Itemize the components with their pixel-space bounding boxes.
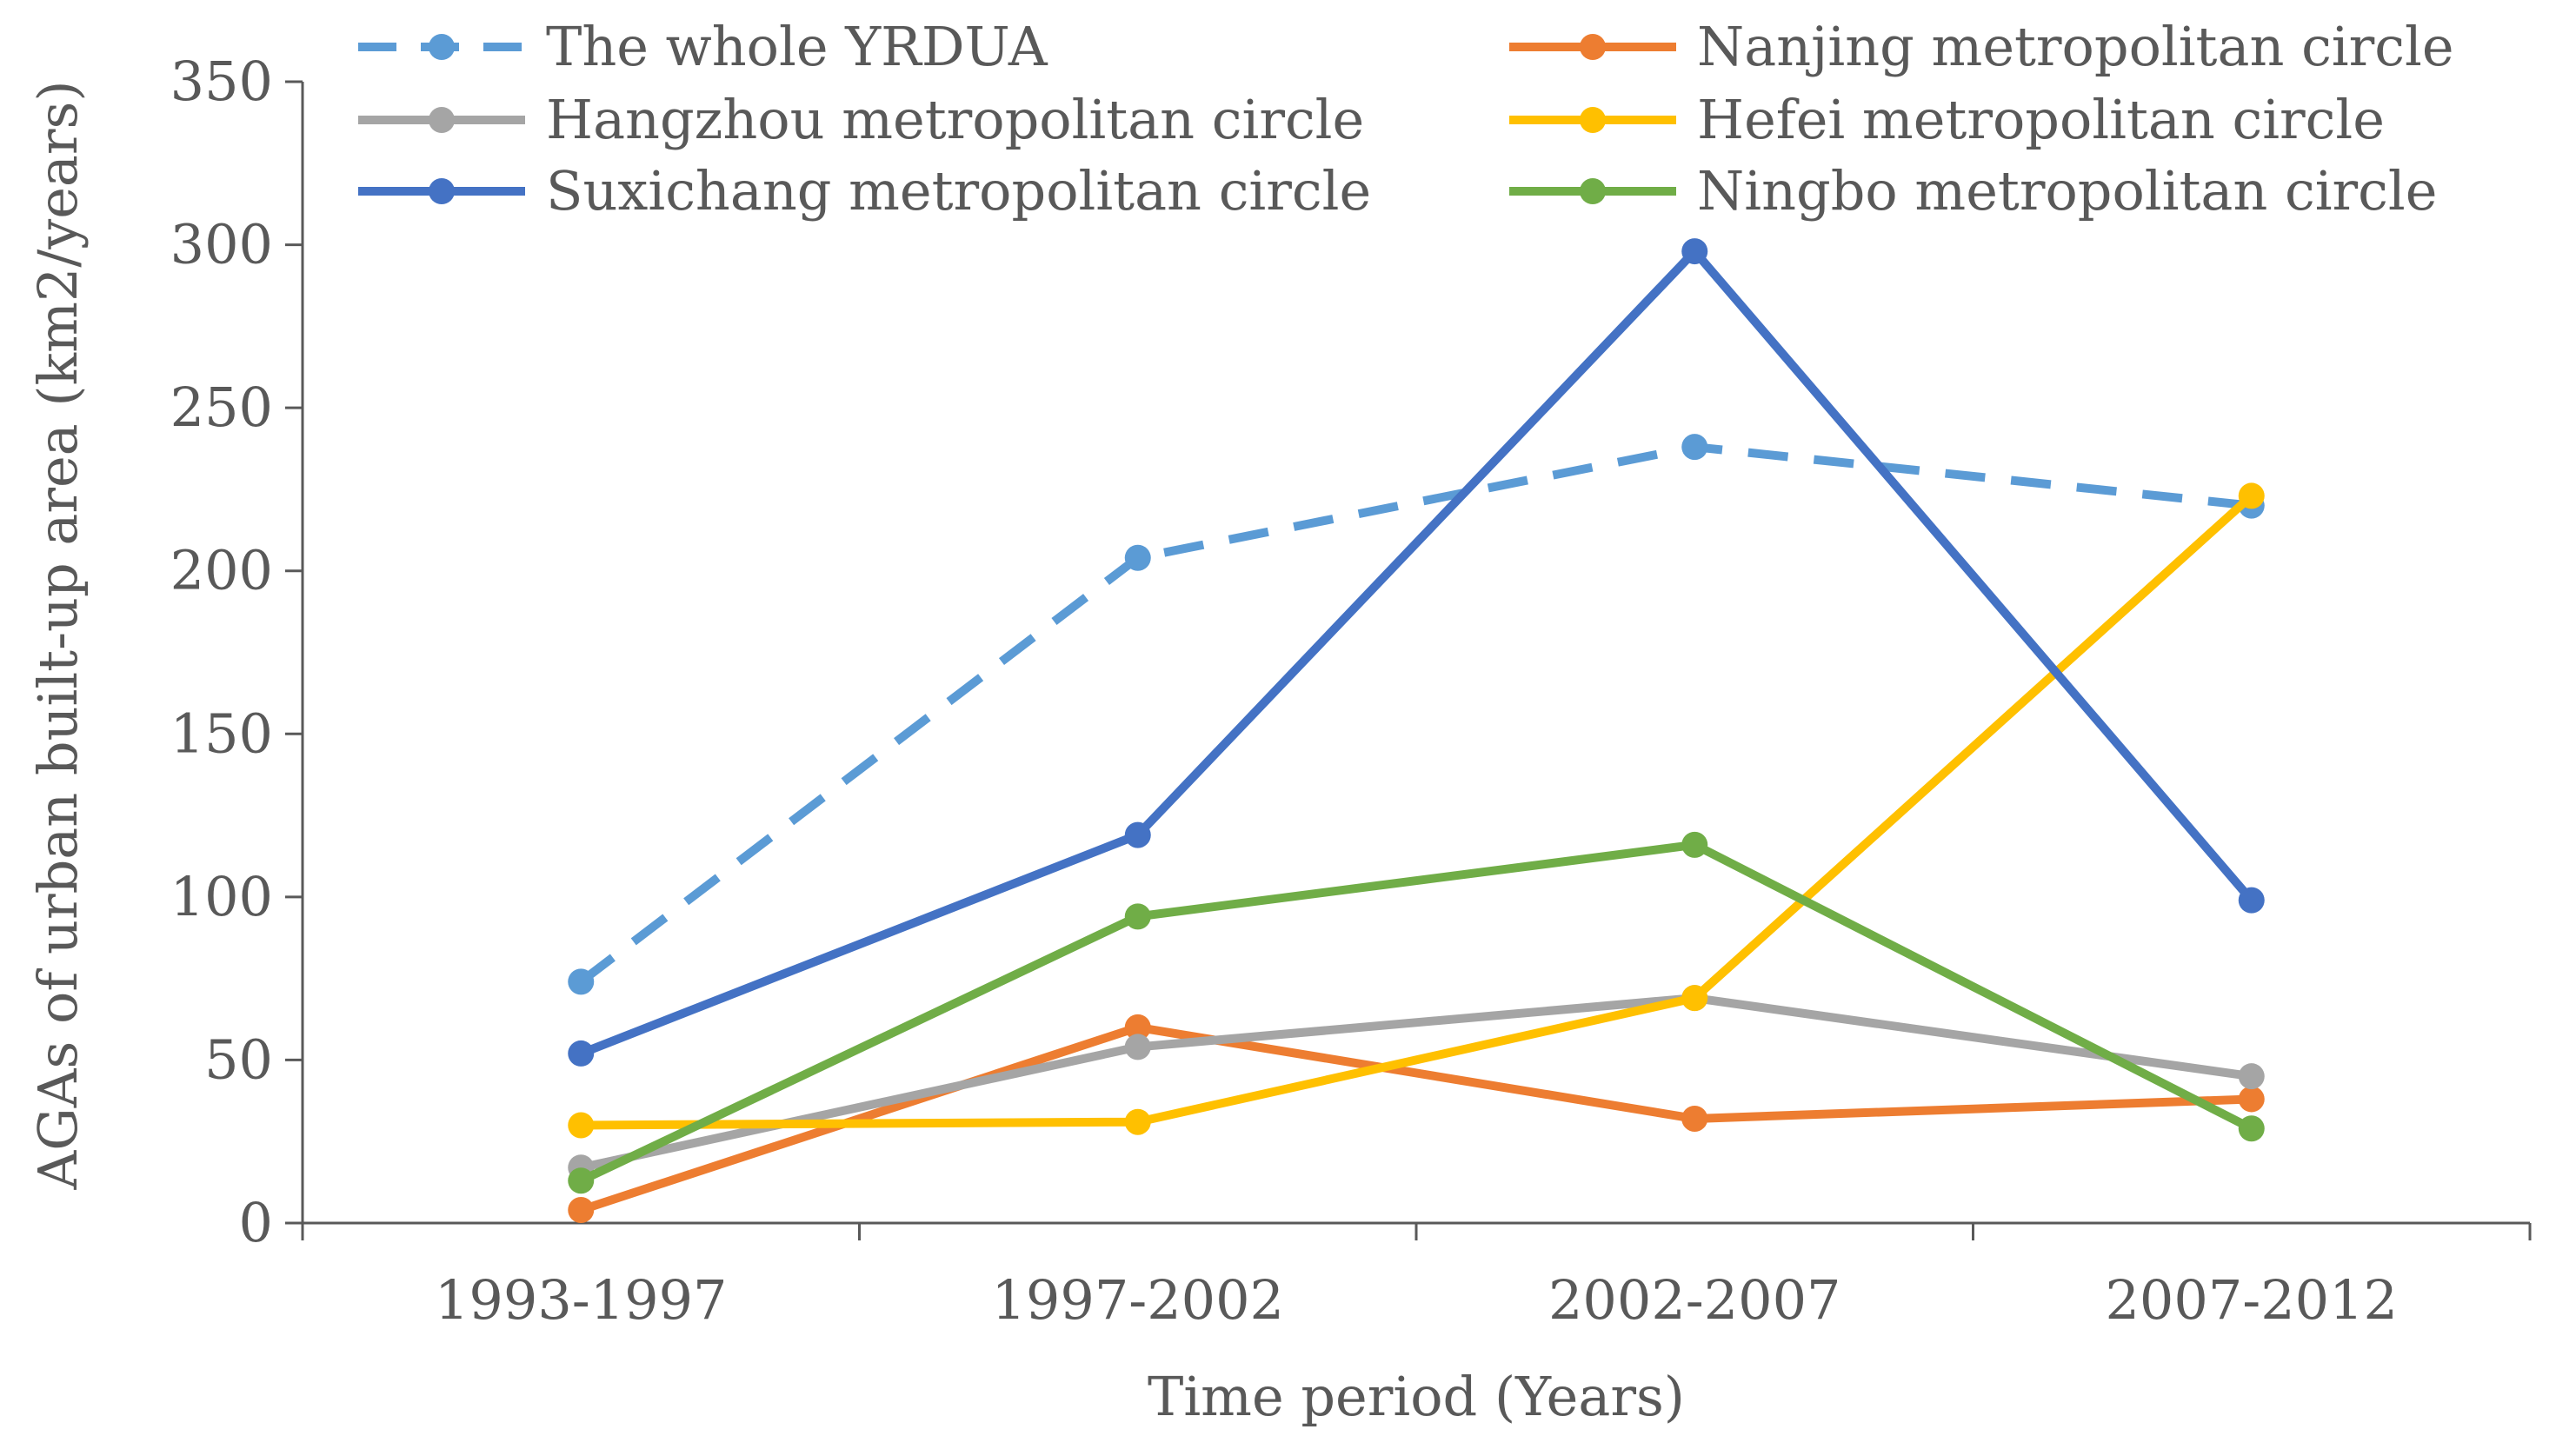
series-lines: [568, 238, 2265, 1223]
y-axis-title: AGAs of urban built-up area (km2/years): [26, 80, 90, 1190]
x-tick-label: 1997-2002: [991, 1268, 1284, 1332]
y-tick-label: 100: [170, 865, 273, 928]
series-line: [576, 491, 2256, 1130]
data-point: [2238, 1115, 2265, 1142]
legend-swatch-marker: [429, 178, 455, 204]
y-tick-label: 300: [170, 213, 273, 276]
y-tick-label: 350: [170, 50, 273, 113]
series-line: [576, 840, 2256, 1186]
series-line: [578, 442, 2253, 986]
data-point: [1681, 238, 1708, 265]
y-tick-label: 0: [239, 1191, 273, 1254]
legend-swatch-marker: [1580, 34, 1606, 60]
data-point: [2238, 1086, 2265, 1113]
series-line: [576, 994, 2256, 1173]
data-point: [1681, 831, 1708, 858]
data-point: [568, 1112, 595, 1139]
series-nanjing-metropolitan-circle: [568, 1014, 2265, 1223]
data-point: [1124, 1108, 1151, 1135]
legend-item: Ningbo metropolitan circle: [1509, 159, 2437, 223]
data-point: [2238, 887, 2265, 914]
legend-item: The whole YRDUA: [358, 15, 1048, 78]
data-point: [568, 1040, 595, 1067]
y-tick-label: 50: [204, 1027, 273, 1091]
data-point: [568, 1196, 595, 1223]
data-point: [1124, 544, 1151, 571]
data-point: [1681, 1105, 1708, 1132]
data-point: [568, 968, 595, 995]
legend-label: Hefei metropolitan circle: [1697, 88, 2385, 151]
x-axis-title: Time period (Years): [1148, 1365, 1685, 1428]
legend-item: Suxichang metropolitan circle: [358, 159, 1371, 223]
axes: 0 50 100 150 200 250 300 350 1993-1997 1997-2002 2…: [170, 50, 2532, 1332]
series-suxichang-metropolitan-circle: [568, 238, 2265, 1067]
y-tick-label: 150: [170, 701, 273, 765]
legend-item: Hefei metropolitan circle: [1509, 88, 2385, 151]
data-point: [1681, 985, 1708, 1012]
series-hefei-metropolitan-circle: [568, 482, 2265, 1139]
data-point: [1124, 821, 1151, 848]
legend-label: Suxichang metropolitan circle: [546, 159, 1371, 223]
legend-item: Nanjing metropolitan circle: [1509, 15, 2454, 78]
data-point: [568, 1167, 595, 1194]
legend-label: Ningbo metropolitan circle: [1697, 159, 2437, 223]
legend-label: Hangzhou metropolitan circle: [546, 88, 1364, 151]
data-point: [2238, 482, 2265, 509]
series-ningbo-metropolitan-circle: [568, 831, 2265, 1194]
legend-swatch-marker: [429, 34, 455, 60]
data-point: [1124, 1014, 1151, 1040]
data-point: [1124, 1034, 1151, 1060]
legend-item: Hangzhou metropolitan circle: [358, 88, 1364, 151]
series-line: [576, 1022, 2256, 1214]
x-tick-label: 2002-2007: [1548, 1268, 1841, 1332]
legend-label: The whole YRDUA: [546, 15, 1048, 78]
y-tick-label: 200: [170, 539, 273, 602]
legend-swatch-marker: [1580, 178, 1606, 204]
data-point: [2238, 1063, 2265, 1090]
legend: The whole YRDUA Nanjing metropolitan circ…: [358, 15, 2454, 223]
y-tick-label: 250: [170, 376, 273, 439]
data-point: [1681, 434, 1708, 461]
legend-label: Nanjing metropolitan circle: [1697, 15, 2454, 78]
legend-swatch-marker: [1580, 107, 1606, 133]
data-point: [1124, 903, 1151, 930]
series-hangzhou-metropolitan-circle: [568, 985, 2265, 1181]
x-tick-label: 1993-1997: [435, 1268, 728, 1332]
x-tick-label: 2007-2012: [2105, 1268, 2398, 1332]
legend-swatch-marker: [429, 107, 455, 133]
series-line: [576, 247, 2256, 1058]
